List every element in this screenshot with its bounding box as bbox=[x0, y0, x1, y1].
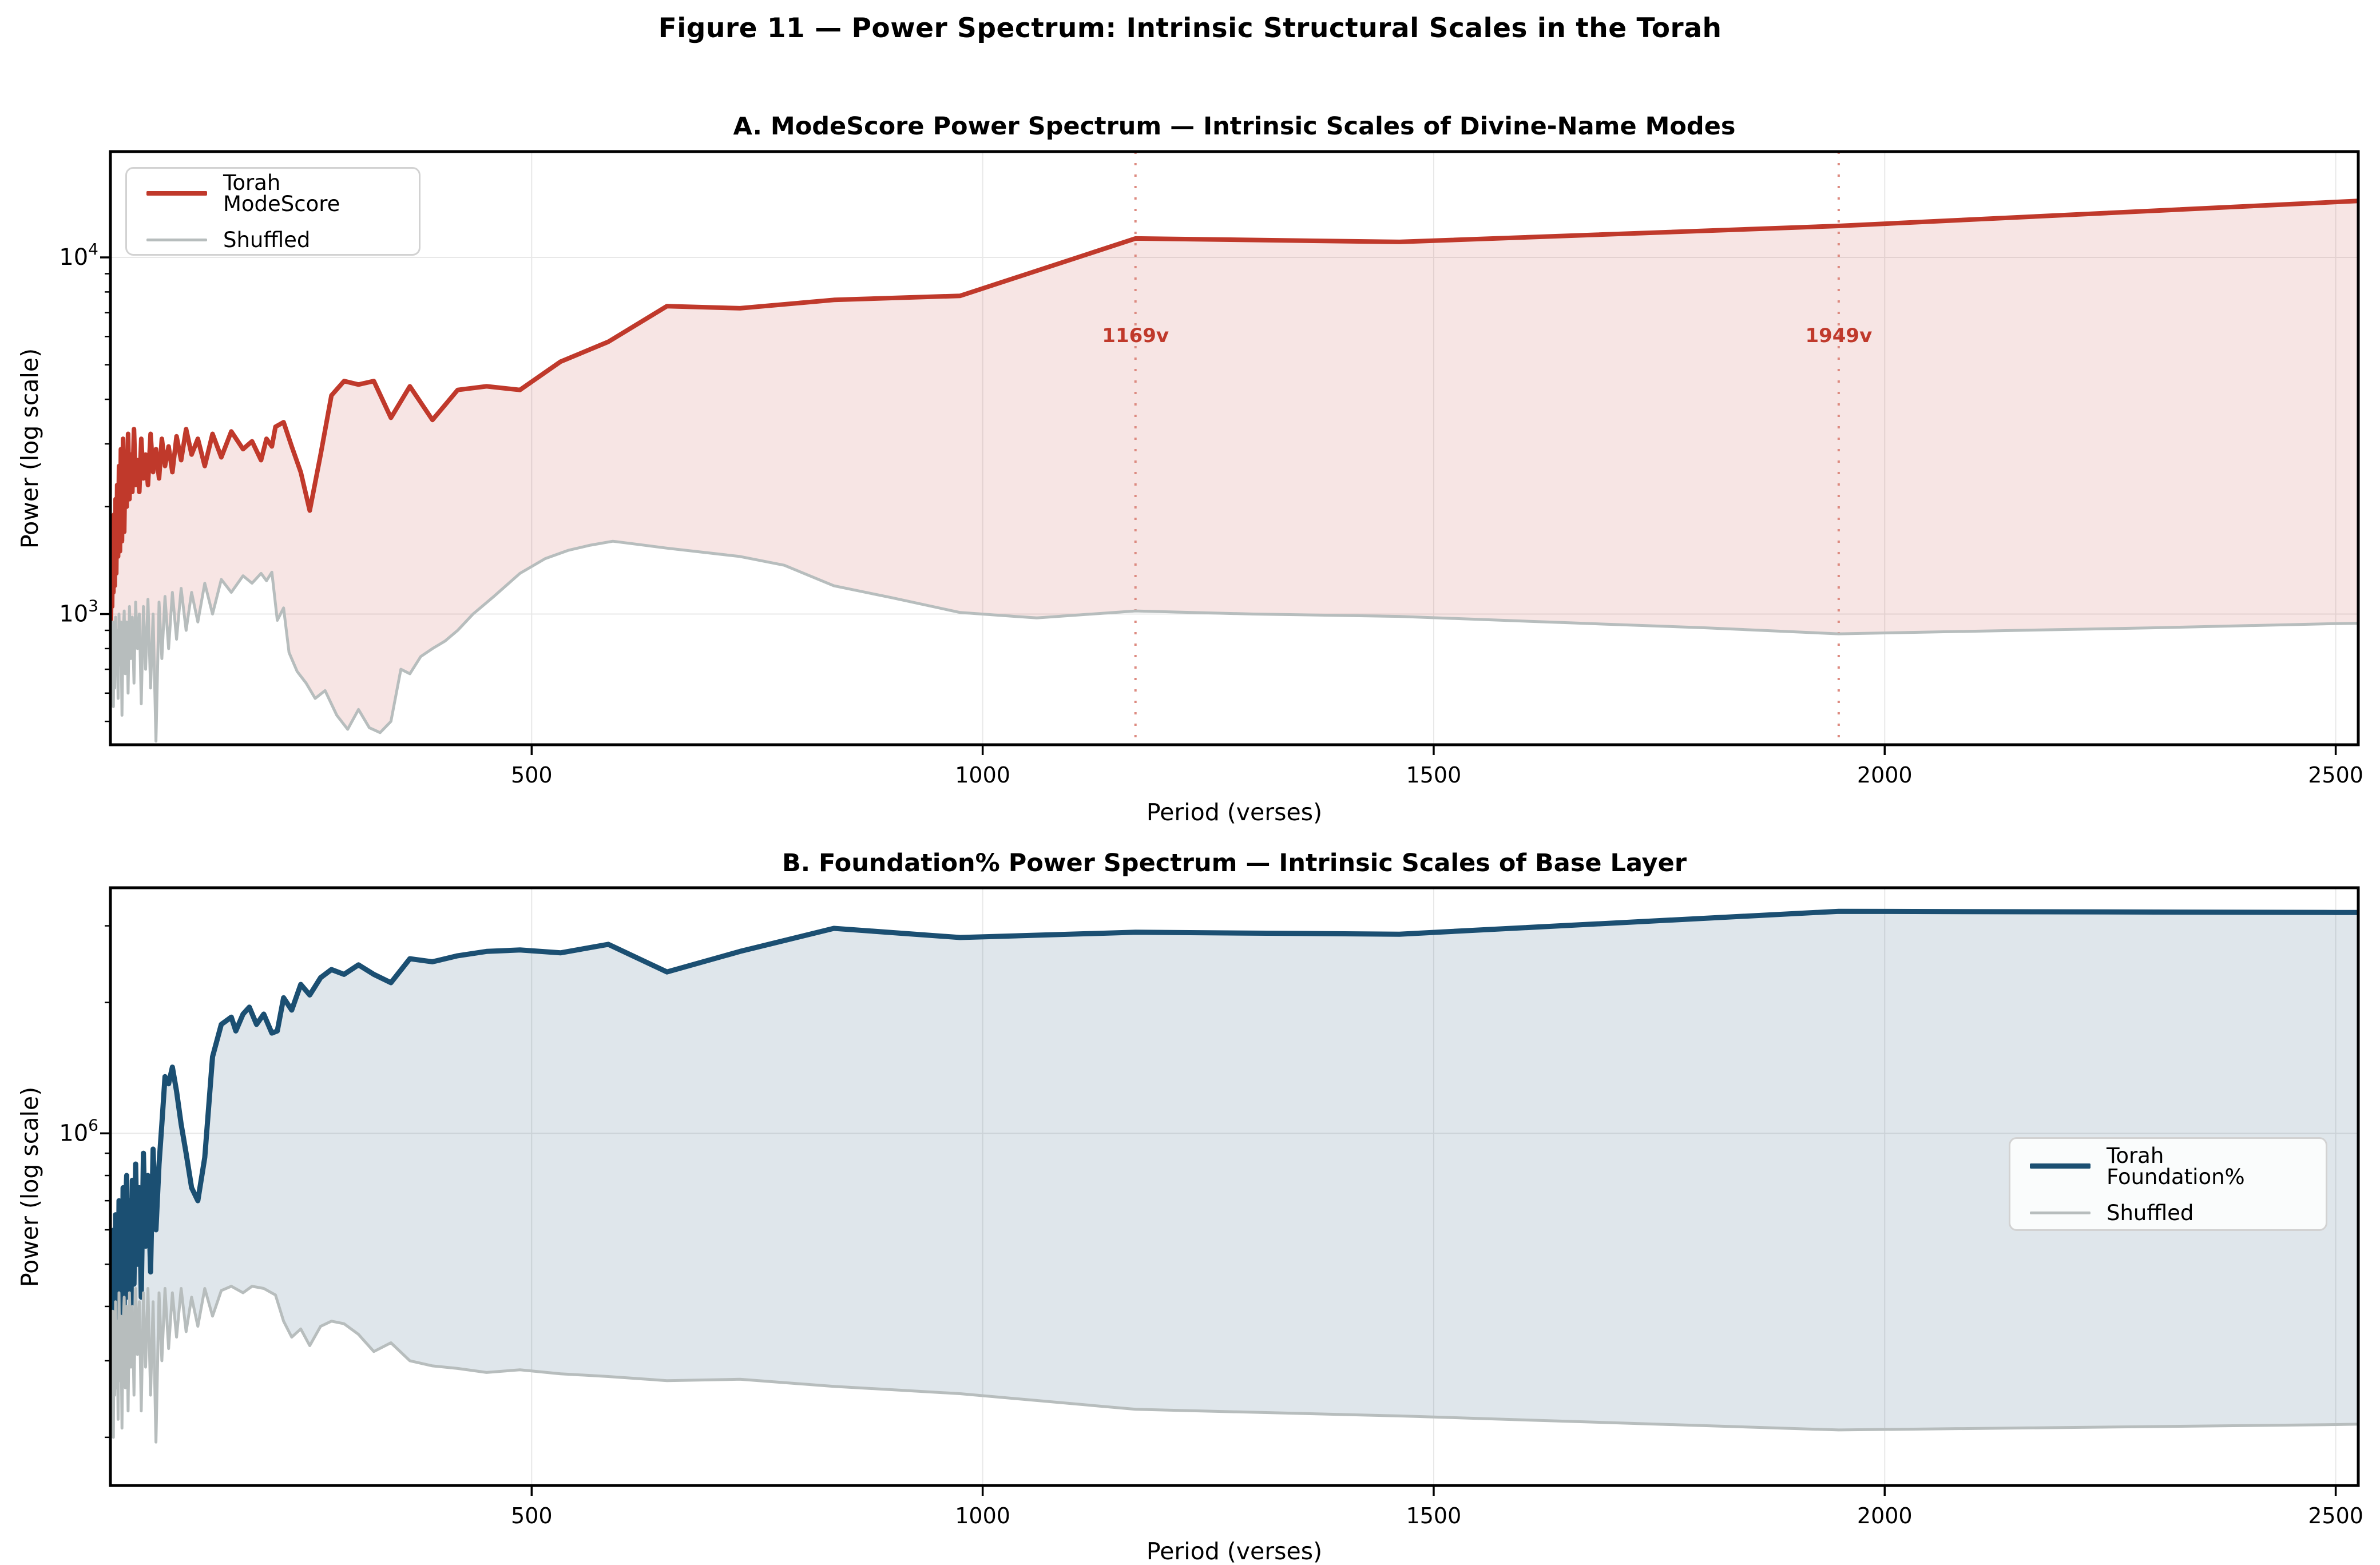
panel-a-ylabel: Power (log scale) bbox=[16, 348, 43, 549]
modescore-line-swatch bbox=[146, 191, 207, 196]
x-tick-label: 2000 bbox=[1857, 1503, 1913, 1528]
legend-label: Torah ModeScore bbox=[223, 170, 340, 216]
x-tick-label: 2500 bbox=[2308, 762, 2363, 788]
panel-a-title: A. ModeScore Power Spectrum — Intrinsic … bbox=[733, 112, 1736, 141]
legend-entry: Torah Foundation% bbox=[2030, 1145, 2306, 1187]
legend-label: Shuffled bbox=[2107, 1200, 2194, 1225]
x-tick-label: 1500 bbox=[1406, 1503, 1462, 1528]
x-tick-label: 1000 bbox=[955, 1503, 1010, 1528]
grid bbox=[110, 888, 2358, 1485]
foundation-line-swatch bbox=[2030, 1163, 2091, 1169]
shuffled-line-swatch bbox=[146, 239, 207, 241]
x-tick-label: 1500 bbox=[1406, 762, 1462, 788]
panel-a-xlabel: Period (verses) bbox=[1146, 799, 1323, 826]
y-tick-label: 103 bbox=[59, 596, 98, 627]
x-tick-label: 2500 bbox=[2308, 1503, 2363, 1528]
legend-entry: Shuffled bbox=[146, 229, 399, 251]
panel-b-legend: Torah Foundation% Shuffled bbox=[2009, 1137, 2327, 1231]
fill-between-region bbox=[110, 201, 2358, 741]
legend-entry: Shuffled bbox=[2030, 1202, 2306, 1224]
panel-b-title: B. Foundation% Power Spectrum — Intrinsi… bbox=[782, 849, 1687, 877]
plot-spines bbox=[109, 150, 2360, 746]
series-shuffled bbox=[110, 539, 2358, 743]
x-tick-label: 500 bbox=[511, 762, 553, 788]
y-tick-label: 104 bbox=[59, 240, 98, 271]
x-tick-label: 2000 bbox=[1857, 762, 1913, 788]
series-torah-modescore bbox=[110, 198, 2358, 625]
panel-B: 500 1000 1500 2000 2500 106 bbox=[59, 886, 2363, 1528]
x-tick-label: 500 bbox=[511, 1503, 553, 1528]
annotation-label: 1949v bbox=[1805, 324, 1872, 347]
shuffled-line-swatch bbox=[2030, 1211, 2091, 1214]
legend-label: Torah Foundation% bbox=[2107, 1143, 2245, 1189]
fill-between-region bbox=[110, 911, 2358, 1443]
y-tick-label: 106 bbox=[59, 1115, 98, 1146]
series-shuffled bbox=[110, 1285, 2358, 1444]
panel-a-legend: Torah ModeScore Shuffled bbox=[125, 167, 421, 256]
figure-title: Figure 11 — Power Spectrum: Intrinsic St… bbox=[658, 13, 1722, 44]
panel-A: 1169v 1949v 500 1000 1500 2000 2500 103 104 bbox=[59, 150, 2363, 788]
annotation-label: 1169v bbox=[1102, 324, 1169, 347]
legend-label: Shuffled bbox=[223, 228, 311, 252]
legend-entry: Torah ModeScore bbox=[146, 172, 399, 215]
panel-b-ylabel: Power (log scale) bbox=[16, 1086, 43, 1288]
panel-b-xlabel: Period (verses) bbox=[1146, 1538, 1323, 1565]
series-torah-foundation- bbox=[110, 908, 2358, 1391]
plot-spines bbox=[109, 886, 2360, 1487]
x-tick-label: 1000 bbox=[955, 762, 1010, 788]
tick-marks bbox=[100, 256, 2337, 755]
